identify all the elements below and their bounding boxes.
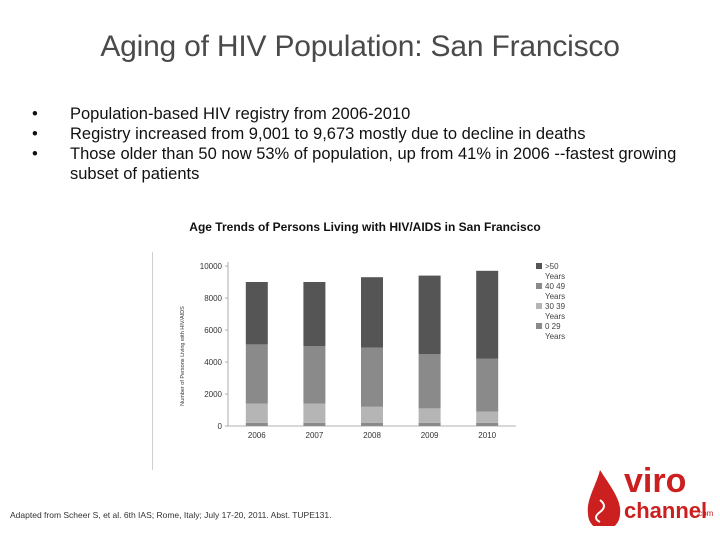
bar-segment (418, 354, 441, 409)
logo-suffix: .com (696, 509, 714, 518)
legend-label: Years (545, 312, 565, 321)
bar-segment (245, 403, 268, 423)
bar-segment (361, 277, 383, 348)
legend-label: Years (545, 272, 565, 281)
legend-label: 0 29 (545, 322, 561, 331)
bar-segment (476, 358, 499, 412)
y-tick-label: 4000 (204, 358, 222, 367)
y-tick-label: 8000 (204, 294, 222, 303)
slide-title: Aging of HIV Population: San Francisco (100, 30, 620, 63)
legend-label: Years (545, 332, 565, 341)
bar-segment (361, 422, 383, 426)
y-tick-label: 10000 (200, 262, 223, 271)
chart-title: Age Trends of Persons Living with HIV/AI… (189, 220, 541, 234)
bullet-item: Population-based HIV registry from 2006-… (26, 104, 706, 124)
bar-segment (245, 422, 268, 426)
bar-segment (476, 422, 499, 426)
logo-wordmark: viro (624, 462, 686, 500)
y-tick-label: 6000 (204, 326, 222, 335)
legend-swatch (536, 263, 542, 269)
y-axis-label: Number of Persons Living with HIV/AIDS (180, 306, 186, 406)
logo-graphic: viro channel .com (587, 462, 714, 530)
legend-label: 30 39 (545, 302, 566, 311)
bar-segment (418, 275, 441, 354)
bar-segment (418, 408, 441, 423)
bullet-item: Those older than 50 now 53% of populatio… (26, 144, 706, 184)
x-tick-label: 2009 (421, 431, 439, 440)
bar-segment (418, 422, 441, 426)
legend-swatch (536, 283, 542, 289)
viro-channel-logo[interactable]: viro channel .com (584, 456, 714, 531)
x-tick-label: 2007 (306, 431, 324, 440)
x-tick-label: 2010 (478, 431, 496, 440)
logo-subtext: channel (624, 498, 707, 523)
bar-segment (476, 411, 499, 423)
legend-label: >50 (545, 262, 559, 271)
y-tick-label: 2000 (204, 390, 222, 399)
chart-frame-divider (152, 252, 153, 470)
bar-segment (361, 406, 383, 423)
y-tick-label: 0 (218, 422, 223, 431)
x-tick-label: 2008 (363, 431, 381, 440)
bar-segment (245, 282, 268, 345)
bar-segment (303, 422, 326, 426)
legend-swatch (536, 303, 542, 309)
bar-segment (303, 403, 326, 423)
bullet-list: Population-based HIV registry from 2006-… (26, 104, 706, 184)
bar-segment (245, 344, 268, 404)
x-tick-label: 2006 (248, 431, 266, 440)
bullet-item: Registry increased from 9,001 to 9,673 m… (26, 124, 706, 144)
bar-segment (303, 346, 326, 404)
stacked-bar-chart: Number of Persons Living with HIV/AIDS 0 2… (180, 262, 566, 440)
bar-segment (476, 270, 499, 359)
bar-segment (303, 282, 326, 346)
drop-icon (587, 470, 621, 530)
bar-segment (361, 347, 383, 407)
legend-label: Years (545, 292, 565, 301)
legend-label: 40 49 (545, 282, 566, 291)
legend-swatch (536, 323, 542, 329)
citation-text: Adapted from Scheer S, et al. 6th IAS; R… (10, 510, 332, 520)
